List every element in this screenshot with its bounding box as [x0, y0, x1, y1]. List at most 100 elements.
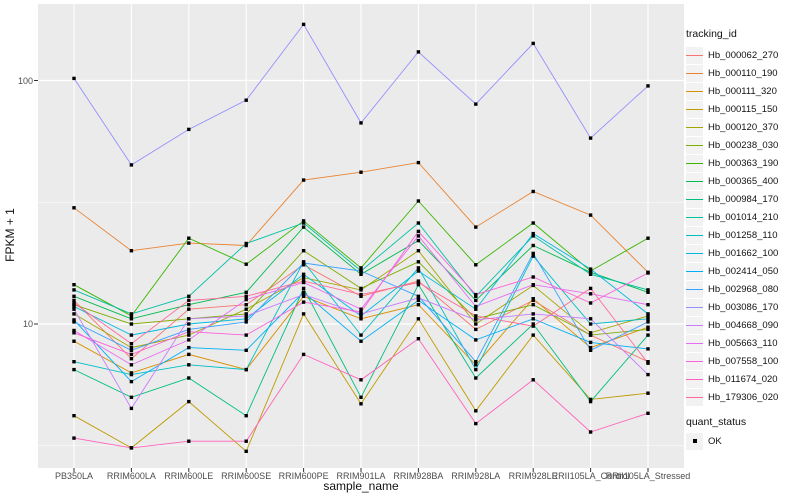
data-point: [129, 249, 134, 253]
data-point: [301, 249, 306, 253]
data-point: [244, 98, 248, 102]
data-point: [187, 241, 191, 245]
data-point: [359, 378, 363, 382]
legend-item: Hb_000238_030: [686, 136, 800, 154]
legend-key-line-icon: [686, 388, 703, 406]
data-point: [531, 317, 535, 321]
data-point: [531, 254, 535, 258]
data-point: [474, 367, 478, 372]
x-tick-label: RRIM600LA: [106, 471, 156, 481]
data-point: [244, 314, 248, 318]
legend-key-line-icon: [686, 82, 703, 100]
data-point: [588, 333, 593, 337]
data-point: [588, 397, 593, 402]
data-point: [187, 298, 191, 303]
data-point: [187, 327, 191, 332]
data-point: [416, 221, 421, 225]
data-point: [301, 279, 306, 283]
legend-item-label: Hb_000111_320: [708, 85, 777, 97]
data-point: [129, 357, 134, 361]
x-tick-label: RRIM600PE: [278, 471, 329, 481]
data-point: [588, 136, 593, 140]
data-point: [646, 290, 650, 294]
data-point: [531, 324, 535, 328]
data-point: [187, 330, 191, 334]
data-point: [244, 307, 248, 311]
data-point: [129, 314, 134, 318]
legend-key-line-icon: [686, 352, 703, 370]
data-point: [646, 320, 650, 324]
legend-key-line-icon: [686, 46, 703, 64]
data-point: [416, 50, 421, 54]
legend-key-line-icon: [686, 190, 703, 208]
data-point: [129, 379, 134, 384]
data-point: [301, 22, 306, 27]
legend-item: Hb_001662_100: [686, 244, 800, 262]
legend-item-label: Hb_000238_030: [708, 139, 779, 151]
data-point: [416, 296, 421, 300]
data-point: [244, 303, 248, 307]
data-point: [301, 225, 306, 229]
data-point: [531, 312, 535, 316]
legend-item: Hb_179306_020: [686, 388, 800, 406]
data-point: [301, 261, 306, 265]
data-point: [72, 206, 76, 210]
data-point: [588, 430, 593, 434]
data-point: [416, 199, 421, 203]
data-point: [129, 406, 134, 411]
data-point: [531, 251, 535, 256]
legend-item: Hb_005663_110: [686, 334, 800, 352]
data-point: [474, 304, 478, 309]
legend-item: Hb_001014_210: [686, 208, 800, 226]
data-point: [588, 292, 593, 296]
legend-item: Hb_002968_080: [686, 280, 800, 298]
data-point: [359, 314, 363, 318]
data-point: [72, 320, 76, 324]
data-point: [301, 352, 306, 357]
x-tick-label: RRIM928LE: [508, 471, 558, 481]
legend-key-line-icon: [686, 298, 703, 316]
data-point: [187, 307, 191, 311]
legend-item: Hb_000110_190: [686, 64, 800, 82]
data-point: [187, 322, 191, 326]
legend-key-line-icon: [686, 172, 703, 190]
legend-item: Hb_000062_270: [686, 46, 800, 64]
x-tick-label: RRII105LA_Control: [551, 471, 630, 481]
data-point: [129, 372, 134, 377]
legend-key-line-icon: [686, 226, 703, 244]
data-point: [187, 317, 191, 321]
data-point: [416, 234, 421, 238]
data-point: [474, 360, 478, 364]
data-point: [416, 238, 421, 243]
data-point: [474, 314, 478, 318]
data-point: [588, 345, 593, 350]
data-point: [72, 436, 76, 440]
data-point: [187, 352, 191, 357]
data-point: [474, 292, 478, 297]
data-point: [359, 286, 363, 291]
data-point: [416, 160, 421, 165]
legend-item-label: Hb_007558_100: [708, 355, 779, 367]
data-point: [187, 303, 191, 307]
data-point: [129, 333, 134, 337]
data-point: [187, 127, 191, 132]
data-point: [301, 178, 306, 182]
legend-item: Hb_002414_050: [686, 262, 800, 280]
data-point: [588, 213, 593, 217]
legend-item-label: Hb_000120_370: [708, 121, 779, 133]
data-point: [359, 269, 363, 273]
data-point: [531, 283, 535, 287]
legend-item: Hb_001258_110: [686, 226, 800, 244]
data-point: [531, 378, 535, 382]
data-point: [359, 402, 363, 406]
legend-item: Hb_000363_190: [686, 154, 800, 172]
data-point: [187, 363, 191, 367]
data-point: [129, 352, 134, 357]
legend-item-label: Hb_001014_210: [708, 211, 779, 223]
legend-key-line-icon: [686, 136, 703, 154]
y-tick-label: 10: [22, 319, 33, 329]
data-point: [187, 376, 191, 380]
data-point: [129, 395, 134, 399]
